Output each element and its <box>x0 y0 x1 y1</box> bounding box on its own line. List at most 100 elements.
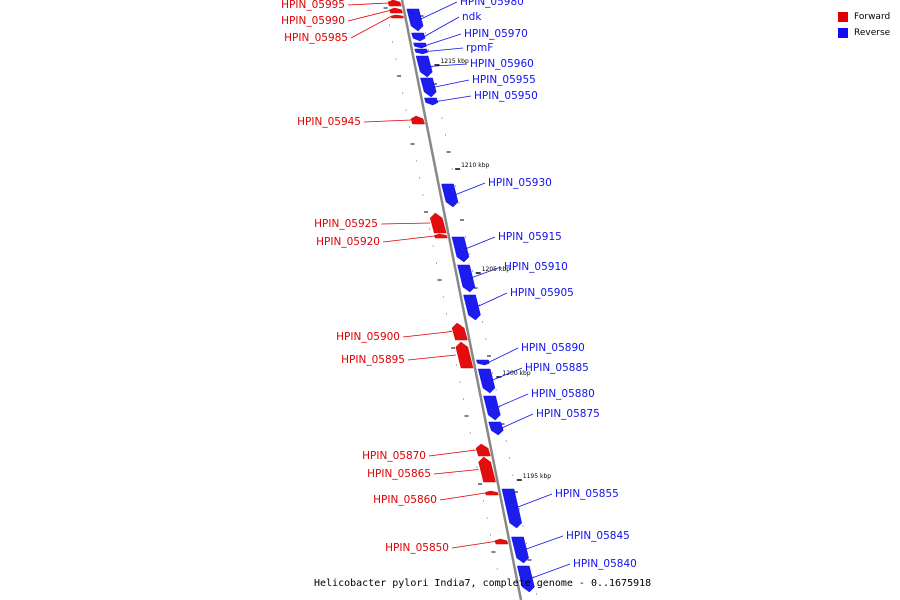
legend: Forward Reverse <box>838 9 898 41</box>
gene-arrow-hpin_05855[interactable] <box>501 488 522 529</box>
gene-arrow-hpin_05925[interactable] <box>429 212 447 234</box>
gene-arrow-hpin_05915[interactable] <box>451 236 470 263</box>
gene-leader-line <box>439 492 486 501</box>
reverse-swatch <box>838 28 848 38</box>
gene-label-hpin_05920[interactable]: HPIN_05920 <box>316 236 380 248</box>
gene-leader-line <box>500 413 534 429</box>
gene-leader-line <box>475 292 508 308</box>
kbp-tick-label: 1195 kbp <box>523 473 551 480</box>
gene-leader-line <box>451 541 495 549</box>
gene-arrow-hpin_05985[interactable] <box>390 14 404 19</box>
gene-arrow-hpin_05955[interactable] <box>420 77 437 98</box>
kbp-ticks: 1215 kbp 1210 kbp 1205 kbp 1200 kbp 1195 kbp <box>434 58 551 481</box>
gene-leader-line <box>425 33 462 46</box>
gene-arrow-hpin_05870[interactable] <box>475 443 491 457</box>
gene-label-hpin_05840[interactable]: HPIN_05840 <box>573 558 637 570</box>
gene-features <box>387 0 535 593</box>
gene-label-hpin_05980[interactable]: HPIN_05980 <box>460 0 524 8</box>
gene-arrow-rpmf[interactable] <box>414 48 429 55</box>
gene-label-hpin_05950[interactable]: HPIN_05950 <box>474 90 538 102</box>
gene-arrow-hpin_05980[interactable] <box>406 8 424 32</box>
gene-arrow-hpin_05945[interactable] <box>410 115 425 125</box>
gene-label-hpin_05890[interactable]: HPIN_05890 <box>521 342 585 354</box>
gene-arrow-hpin_05920[interactable] <box>434 233 448 239</box>
gene-leader-line <box>453 182 486 196</box>
gene-leader-line <box>432 79 470 88</box>
gene-label-ndk[interactable]: ndk <box>462 11 482 23</box>
gene-labels: HPIN_05995 HPIN_05990 HPIN_05985 HPIN_05980… <box>281 0 637 580</box>
gene-leader-line <box>523 535 564 551</box>
gene-label-hpin_05995[interactable]: HPIN_05995 <box>281 0 345 11</box>
gene-label-hpin_05895[interactable]: HPIN_05895 <box>341 354 405 366</box>
gene-label-hpin_05855[interactable]: HPIN_05855 <box>555 488 619 500</box>
gene-label-hpin_05915[interactable]: HPIN_05915 <box>498 231 562 243</box>
gene-arrow-hpin_05890[interactable] <box>476 359 490 366</box>
gene-arrow-hpin_05950[interactable] <box>424 97 439 106</box>
gene-label-hpin_05910[interactable]: HPIN_05910 <box>504 261 568 273</box>
legend-item-forward: Forward <box>838 9 898 25</box>
backbone-line <box>400 0 523 600</box>
gene-label-hpin_05985[interactable]: HPIN_05985 <box>284 32 348 44</box>
gene-label-hpin_05905[interactable]: HPIN_05905 <box>510 287 574 299</box>
gene-label-hpin_05900[interactable]: HPIN_05900 <box>336 331 400 343</box>
gene-arrow-hpin_05910[interactable] <box>457 264 476 293</box>
gene-leader-line <box>469 266 502 279</box>
gene-leader-line <box>418 1 458 21</box>
gene-arrow-hpin_05895[interactable] <box>455 341 474 369</box>
gene-arrow-hpin_05900[interactable] <box>451 322 468 341</box>
gene-label-hpin_05990[interactable]: HPIN_05990 <box>281 15 345 27</box>
gene-arrow-hpin_05905[interactable] <box>463 294 481 321</box>
legend-item-reverse: Reverse <box>838 25 898 41</box>
gene-label-hpin_05955[interactable]: HPIN_05955 <box>472 74 536 86</box>
gene-leader-line <box>423 16 460 38</box>
gene-arrow-hpin_05990[interactable] <box>389 7 403 14</box>
gene-arrow-hpin_05930[interactable] <box>441 183 459 208</box>
gene-leader-line <box>529 563 571 580</box>
gene-arrow-hpin_05960[interactable] <box>415 55 433 78</box>
gene-leader-line <box>426 47 464 52</box>
gene-arrow-hpin_05865[interactable] <box>478 456 496 483</box>
gene-arrow-hpin_05860[interactable] <box>485 490 499 496</box>
gene-leader-line <box>347 2 389 6</box>
kbp-tick-label: 1200 kbp <box>502 370 530 377</box>
genome-caption: Helicobacter pylori India7, complete gen… <box>314 578 652 589</box>
gene-label-hpin_05875[interactable]: HPIN_05875 <box>536 408 600 420</box>
gene-arrow-hpin_05840[interactable] <box>516 565 535 593</box>
gene-label-rpmf[interactable]: rpmF <box>466 42 493 54</box>
gene-leader-line <box>350 16 392 39</box>
gene-leader-line <box>402 331 453 338</box>
gene-label-hpin_05860[interactable]: HPIN_05860 <box>373 494 437 506</box>
gene-leader-line <box>380 222 431 225</box>
legend-reverse-label: Reverse <box>854 28 891 38</box>
gene-leader-line <box>382 235 435 243</box>
gene-arrow-hpin_05970[interactable] <box>413 42 427 49</box>
gene-arrow-hpin_05845[interactable] <box>511 536 529 564</box>
gene-arrow-hpin_05880[interactable] <box>483 395 501 421</box>
gene-label-hpin_05925[interactable]: HPIN_05925 <box>314 218 378 230</box>
kbp-tick-label: 1210 kbp <box>461 162 489 169</box>
gene-label-hpin_05850[interactable]: HPIN_05850 <box>385 542 449 554</box>
forward-swatch <box>838 12 848 22</box>
gene-arrow-hpin_05995[interactable] <box>387 0 402 7</box>
gene-arrow-hpin_05875[interactable] <box>488 421 504 436</box>
gene-leader-line <box>463 236 496 250</box>
gene-arrow-hpin_05885[interactable] <box>477 368 496 394</box>
gene-leader-line <box>428 449 477 457</box>
gene-arrow-hpin_05850[interactable] <box>494 538 509 545</box>
gene-leader-line <box>428 63 468 67</box>
gene-leader-line <box>347 10 390 22</box>
gene-label-hpin_05945[interactable]: HPIN_05945 <box>297 116 361 128</box>
gene-label-hpin_05930[interactable]: HPIN_05930 <box>488 177 552 189</box>
gene-label-hpin_05870[interactable]: HPIN_05870 <box>362 450 426 462</box>
kbp-tick-label: 1205 kbp <box>482 266 510 273</box>
gene-arrow-ndk[interactable] <box>411 32 426 42</box>
gene-label-hpin_05970[interactable]: HPIN_05970 <box>464 28 528 40</box>
gene-label-hpin_05960[interactable]: HPIN_05960 <box>470 58 534 70</box>
gene-label-hpin_05865[interactable]: HPIN_05865 <box>367 468 431 480</box>
gene-label-hpin_05885[interactable]: HPIN_05885 <box>525 362 589 374</box>
gene-leader-line <box>436 95 472 102</box>
gene-leader-line <box>513 493 553 509</box>
gene-label-hpin_05880[interactable]: HPIN_05880 <box>531 388 595 400</box>
gene-label-hpin_05845[interactable]: HPIN_05845 <box>566 530 630 542</box>
